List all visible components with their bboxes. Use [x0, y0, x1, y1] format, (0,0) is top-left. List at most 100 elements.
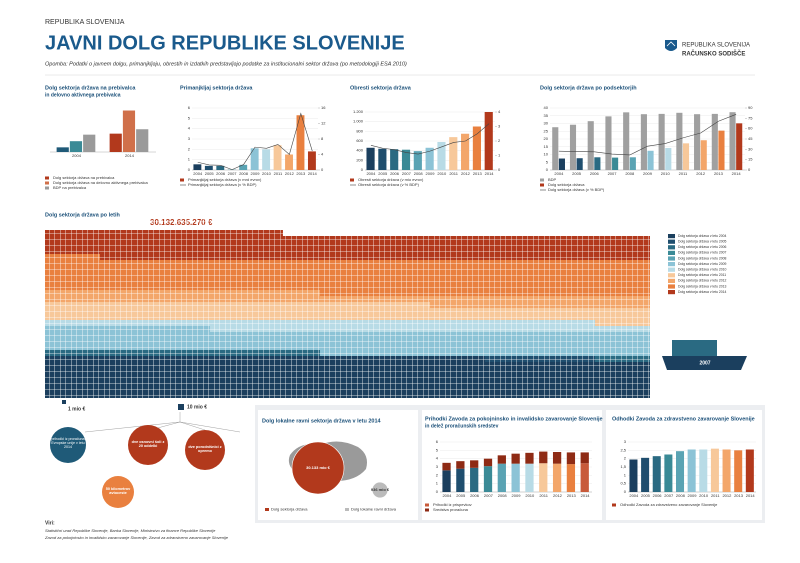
unit-label: 1 mio € — [68, 406, 85, 412]
x-tick-label: 2010 — [661, 171, 671, 176]
x-tick-label: 2013 — [473, 171, 483, 176]
bar — [676, 112, 683, 170]
chart-title: Primanjkljaj sektorja država — [180, 85, 253, 91]
x-tick-label: 2004 — [629, 493, 639, 498]
y-tick-label: 600 — [356, 138, 363, 143]
footer-line: Statistični urad Republike Slovenije, Ba… — [45, 528, 216, 533]
chart-title: Prihodki Zavoda za pokojninsko in invali… — [425, 416, 603, 422]
y2-tick-label: 75 — [748, 115, 753, 120]
legend-label: Dolg sektorja država — [548, 182, 585, 187]
y-tick-label: 1.000 — [353, 119, 364, 124]
bar — [307, 151, 316, 170]
legend-swatch — [425, 508, 429, 512]
x-tick-label: 2011 — [679, 171, 688, 176]
legend-swatch — [540, 178, 544, 182]
bar — [612, 157, 619, 170]
legend-label: Dolg sektorja država v letu 2004 — [678, 234, 727, 238]
bar — [484, 112, 493, 170]
bar — [558, 158, 565, 170]
legend-label: Obresti sektorja država (v mio evrov) — [358, 177, 424, 182]
legend-label: Dolg sektorja država — [271, 507, 308, 512]
bar — [193, 164, 202, 170]
y2-tick-label: 12 — [321, 121, 326, 126]
bar — [745, 449, 754, 492]
legend-swatch — [350, 178, 354, 182]
line — [558, 114, 737, 156]
y-tick-label: 400 — [356, 148, 363, 153]
y2-tick-label: 15 — [748, 157, 753, 162]
x-tick-label: 2007 — [484, 493, 494, 498]
y-tick-label: 0 — [436, 489, 439, 494]
x-tick-label: 2007 — [664, 493, 674, 498]
bar — [629, 459, 638, 492]
x-tick-label: 2014 — [308, 171, 318, 176]
bar — [623, 112, 630, 170]
y2-tick-label: 16 — [321, 105, 326, 110]
bar — [437, 141, 446, 170]
line — [370, 123, 490, 155]
x-tick-label: 2010 — [699, 493, 709, 498]
y-tick-label: 2,5 — [620, 447, 626, 452]
legend-swatch — [668, 273, 675, 278]
legend-swatch — [668, 284, 675, 289]
legend-label: Dolg sektorja država v letu 2007 — [678, 251, 727, 255]
x-tick-label: 2006 — [216, 171, 226, 176]
x-tick-label: 2006 — [590, 171, 600, 176]
x-tick-label: 2007 — [608, 171, 618, 176]
bar — [700, 140, 707, 170]
x-tick-label: 2004 — [193, 171, 203, 176]
y-tick-label: 30 — [544, 121, 549, 126]
legend-swatch — [668, 250, 675, 255]
x-tick-label: 2009 — [688, 493, 698, 498]
bar — [539, 463, 548, 492]
bar — [658, 113, 665, 170]
y-tick-label: 40 — [544, 105, 549, 110]
bar — [239, 164, 248, 170]
x-tick-label: 2012 — [285, 171, 295, 176]
legend-swatch — [668, 267, 675, 272]
y-tick-label: 200 — [356, 157, 363, 162]
bar — [652, 456, 661, 492]
legend-swatch — [668, 290, 675, 295]
legend-label: Dolg sektorja država v letu 2011 — [678, 273, 726, 277]
bar — [511, 463, 520, 492]
y-tick-label: 5 — [546, 159, 549, 164]
legend-label: Sredstva proračuna — [433, 507, 469, 512]
bar — [250, 148, 259, 170]
y2-tick-label: 0 — [498, 167, 501, 172]
item-text: dve osnovni šoli z 20 oddelki — [131, 440, 165, 448]
item-circle — [128, 425, 168, 465]
bar — [216, 165, 225, 170]
bar — [449, 137, 458, 170]
item-circle — [102, 476, 134, 508]
x-tick-label: 2006 — [390, 171, 400, 176]
legend-label: Obresti sektorja država (v % BDP) — [358, 182, 420, 187]
y-tick-label: 0 — [188, 167, 191, 172]
line — [197, 112, 313, 170]
x-tick-label: 2009 — [251, 171, 261, 176]
x-tick-label: 2009 — [426, 171, 436, 176]
x-tick-label: 2006 — [653, 493, 663, 498]
bar — [511, 453, 520, 464]
y-tick-label: 25 — [544, 128, 549, 133]
y2-tick-label: 60 — [748, 126, 753, 131]
bar — [366, 147, 375, 170]
bar — [296, 115, 305, 170]
bar — [682, 143, 690, 170]
x-tick-label: 2007 — [228, 171, 238, 176]
bar — [497, 463, 506, 492]
bar — [470, 467, 479, 492]
y-tick-label: 0 — [546, 167, 549, 172]
legend-label: Dolg sektorja država v letu 2006 — [678, 245, 727, 249]
bar — [442, 462, 451, 471]
legend-swatch — [668, 245, 675, 250]
bubble — [291, 441, 345, 495]
bar — [734, 450, 743, 492]
bar — [461, 133, 470, 170]
unit-swatch — [178, 404, 184, 410]
y-tick-label: 1,5 — [620, 464, 626, 469]
unit-label: 10 mio € — [187, 404, 207, 410]
y-tick-label: 3 — [188, 136, 191, 141]
bar — [136, 129, 149, 152]
legend-label: Dolg sektorja država na prebivalca — [53, 175, 115, 180]
